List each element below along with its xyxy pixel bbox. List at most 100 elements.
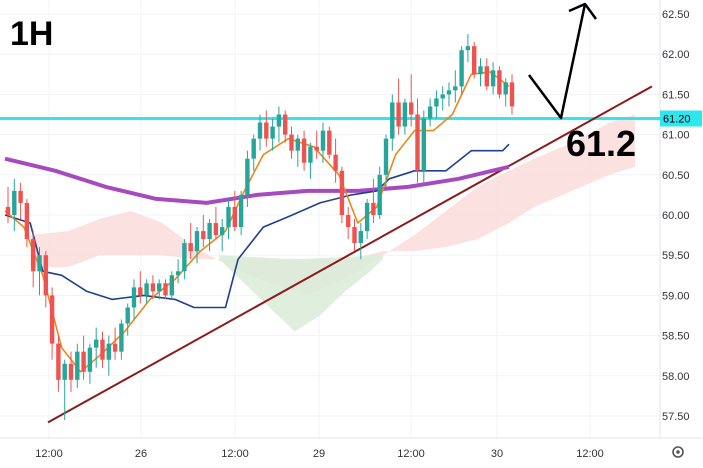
cloud-bullish-area	[219, 255, 383, 332]
candle	[119, 319, 124, 360]
candle	[478, 58, 483, 87]
candle-body	[201, 231, 206, 240]
candle	[31, 231, 36, 288]
candle-body	[314, 146, 319, 151]
candle	[75, 343, 80, 388]
y-tick-label: 57.50	[662, 411, 690, 423]
candle-body	[295, 138, 300, 151]
candle	[43, 251, 48, 308]
trendline-stroke	[47, 85, 653, 424]
y-tick-label: 60.50	[662, 170, 690, 182]
candle	[402, 98, 408, 135]
price-axis[interactable]: 62.50 62.00 61.50 61.00 60.50 60.00 59.50 59.00…	[662, 9, 690, 423]
candle	[12, 178, 17, 232]
ema-200-path	[4, 156, 510, 205]
candle-body	[43, 255, 48, 296]
candle	[333, 138, 338, 183]
time-axis[interactable]: 12:00 26 12:00 29 12:00 30 12:00	[35, 448, 604, 460]
candle-body	[320, 130, 326, 151]
candle	[465, 34, 471, 63]
candle	[226, 198, 231, 240]
y-tick-label: 58.00	[662, 371, 690, 383]
candle-body	[24, 202, 30, 240]
candle	[37, 247, 42, 296]
kijun-line	[4, 143, 510, 309]
candle	[320, 122, 326, 163]
candle-body	[509, 82, 515, 107]
candle	[5, 186, 11, 224]
candle-body	[87, 347, 93, 372]
tenkan-line	[4, 71, 510, 373]
candle	[421, 110, 426, 183]
candle-body	[138, 287, 143, 296]
candle	[509, 74, 515, 115]
candle	[484, 58, 489, 91]
candle-body	[119, 323, 124, 352]
candle-body	[106, 343, 111, 360]
candle	[232, 190, 237, 232]
timeframe-label: 1H	[10, 15, 53, 53]
candle	[327, 126, 332, 159]
candle	[131, 279, 137, 320]
candle-body	[346, 215, 351, 228]
candle	[87, 343, 93, 384]
candle-body	[232, 206, 237, 228]
candle	[270, 118, 275, 151]
candle	[383, 134, 389, 187]
candle-body	[144, 283, 149, 296]
candle-body	[333, 154, 338, 171]
candle	[314, 130, 319, 159]
price-tag-text: 61.20	[663, 114, 691, 126]
candle-body	[245, 158, 250, 195]
candle	[490, 62, 496, 95]
candle-body	[62, 363, 67, 380]
candle-body	[12, 190, 17, 215]
candle	[497, 66, 502, 99]
candle	[68, 351, 74, 392]
candle-body	[308, 146, 313, 163]
candle-body	[415, 114, 420, 171]
y-tick-label: 61.00	[662, 130, 690, 142]
ascending-trendline[interactable]	[47, 85, 653, 424]
candle	[264, 110, 269, 147]
ema-200-line	[4, 156, 510, 205]
candle	[352, 219, 357, 252]
level-annotation: 61.2	[566, 123, 636, 164]
candle-body	[251, 138, 256, 159]
candle-body	[446, 90, 452, 95]
candle-body	[478, 66, 483, 75]
candle-body	[131, 287, 137, 308]
candle	[157, 279, 162, 300]
candle	[427, 98, 433, 127]
candle	[112, 327, 118, 360]
candle	[245, 150, 250, 207]
candle-body	[94, 339, 99, 348]
x-tick-label: 30	[491, 448, 503, 460]
candle	[276, 106, 282, 143]
candle	[440, 86, 445, 111]
projection-arrow[interactable]	[527, 2, 598, 120]
candle-body	[31, 239, 36, 272]
candle-body	[81, 351, 86, 372]
candle	[62, 359, 67, 421]
candle	[396, 78, 401, 135]
candlestick-series[interactable]	[5, 34, 515, 421]
candle	[415, 98, 420, 183]
candle	[49, 287, 55, 360]
candle-body	[213, 223, 219, 236]
y-tick-label: 62.50	[662, 9, 690, 21]
candle	[459, 46, 464, 95]
candle	[194, 227, 200, 264]
candle-body	[377, 174, 382, 215]
candle-body	[283, 114, 288, 135]
candle	[257, 114, 263, 151]
candle-body	[125, 307, 130, 324]
candle	[125, 303, 130, 336]
candle-body	[112, 343, 118, 352]
candle-body	[182, 243, 187, 272]
candle	[56, 335, 61, 392]
candle	[358, 223, 363, 260]
gear-icon[interactable]	[672, 446, 684, 458]
y-tick-label: 58.50	[662, 331, 690, 343]
